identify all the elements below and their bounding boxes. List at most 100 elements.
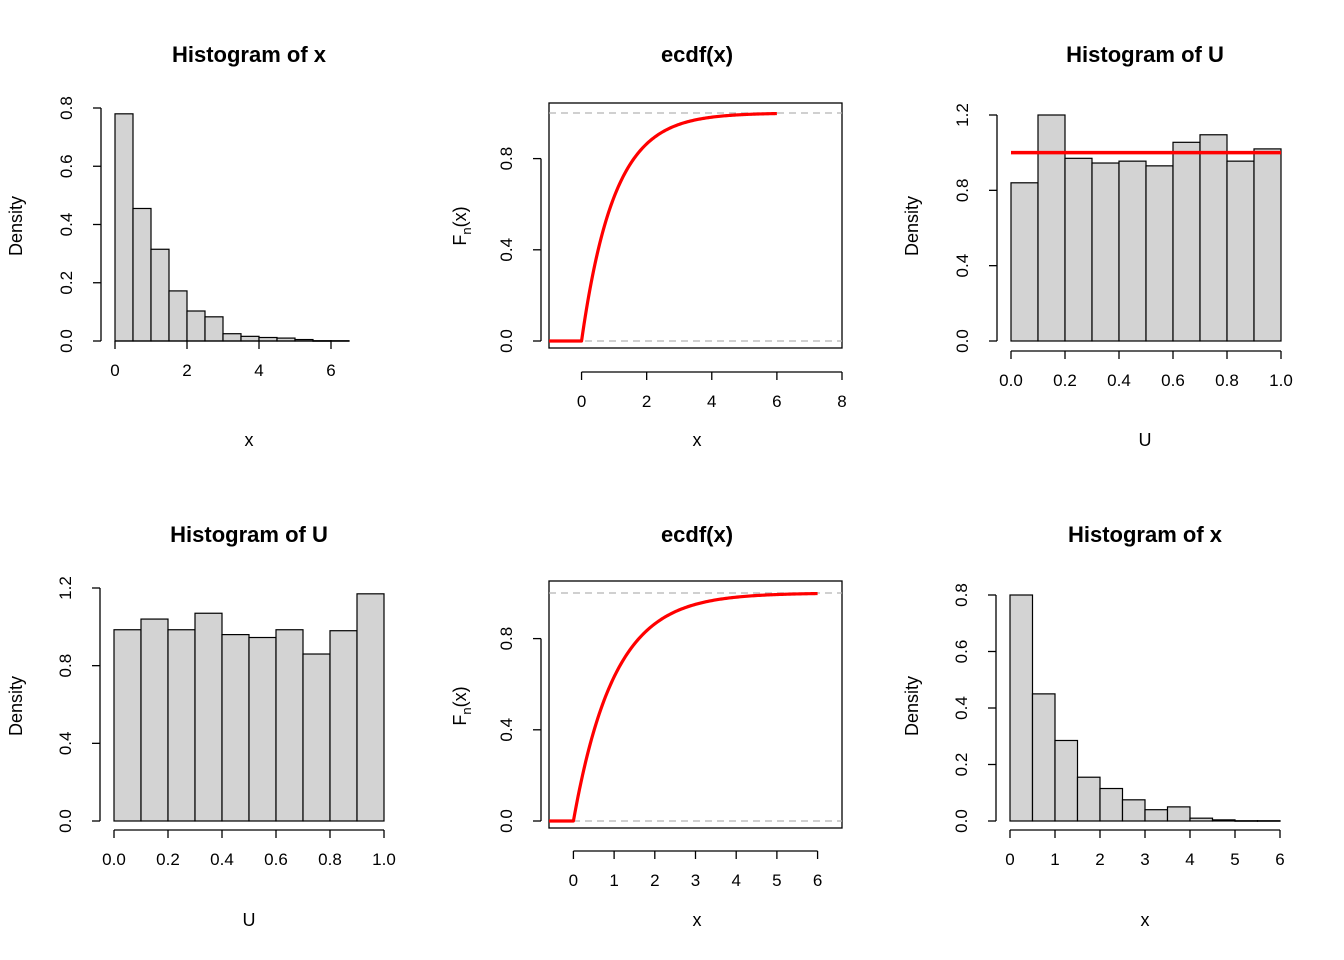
panel-ecdf-top: ecdf(x) x Fn(x) 0 2 4 6 8 0.0 0.4 0.8 [450,42,847,450]
histogram-bar [168,290,188,342]
x-axis: 0 1 2 3 4 5 6 [569,850,822,890]
x-tick-label: 4 [254,361,263,380]
histogram-bars [1010,114,1282,342]
histogram-bar [1091,162,1120,342]
y-tick-label: 0.0 [952,809,971,833]
y-tick-label: 0.2 [57,271,76,295]
x-axis: 0.0 0.2 0.4 0.6 0.8 1.0 [102,829,396,869]
histogram-bar [1118,160,1147,342]
x-tick-label: 0.0 [999,371,1023,390]
y-axis-label-main: F [450,715,470,726]
x-tick-label: 0.4 [1107,371,1131,390]
x-tick-label: 0 [569,871,578,890]
histogram-bar [150,248,170,342]
x-axis-label: x [693,430,702,450]
chart-title: ecdf(x) [661,522,733,547]
x-tick-label: 2 [182,361,191,380]
x-axis-label: U [1139,430,1152,450]
ecdf-curve [549,111,778,343]
plot-frame [548,580,843,829]
y-tick-label: 0.4 [953,254,972,278]
x-tick-label: 0.8 [318,850,342,869]
x-axis: 0 2 4 6 8 [577,371,847,411]
panel-histogram-u-top: Histogram of U U Density 0.0 0.2 0.4 0.6 0.8… [902,42,1293,450]
histogram-bar [1099,787,1124,822]
y-axis: 0.0 0.2 0.4 0.6 0.8 [952,583,997,833]
histogram-bar [222,333,242,342]
ecdf-marks [549,111,842,343]
x-tick-label: 0 [1005,850,1014,869]
histogram-bar [1253,148,1282,342]
y-axis-label-tail: (x) [450,206,470,227]
histogram-bar [1234,820,1259,822]
y-tick-label: 0.0 [497,809,516,833]
y-tick-label: 0.2 [952,753,971,777]
y-axis-label: Fn(x) [450,206,474,245]
y-axis: 0.0 0.2 0.4 0.6 0.8 [57,96,102,353]
histogram-bar [1031,693,1056,822]
x-tick-label: 6 [813,871,822,890]
histogram-bar [194,612,223,822]
x-tick-label: 8 [837,392,846,411]
y-axis-label-main: F [450,235,470,246]
y-axis: 0.0 0.4 0.8 1.2 [953,103,998,353]
x-axis-label: x [245,430,254,450]
y-tick-label: 0.4 [952,696,971,720]
chart-title: Histogram of x [172,42,327,67]
y-tick-label: 0.8 [56,654,75,678]
histogram-bar [356,593,385,822]
x-tick-label: 6 [1275,850,1284,869]
plot-frame [548,102,843,349]
x-axis: 0.0 0.2 0.4 0.6 0.8 1.0 [999,350,1293,390]
y-axis-label: Fn(x) [450,686,474,725]
ecdf-marks [549,591,842,823]
x-tick-label: 3 [1140,850,1149,869]
y-tick-label: 0.6 [57,154,76,178]
histogram-bar [1121,799,1146,822]
y-axis-label-subscript: n [459,227,474,234]
x-tick-label: 4 [707,392,716,411]
histogram-bar [275,629,304,822]
histogram-bar [1172,141,1201,342]
histogram-bar [248,636,277,822]
histogram-bar [1037,114,1066,342]
y-axis-label-tail: (x) [450,686,470,707]
x-tick-label: 0 [577,392,586,411]
x-tick-label: 1.0 [1269,371,1293,390]
x-tick-label: 0.2 [156,850,180,869]
y-tick-label: 0.6 [952,640,971,664]
x-tick-label: 3 [691,871,700,890]
histogram-bars [1009,594,1281,822]
y-tick-label: 0.8 [952,583,971,607]
histogram-bars [113,593,385,822]
x-tick-label: 6 [772,392,781,411]
histogram-bar [1064,157,1093,342]
x-tick-label: 1.0 [372,850,396,869]
x-tick-label: 4 [731,871,740,890]
chart-title: Histogram of U [170,522,328,547]
y-tick-label: 0.8 [497,147,516,171]
x-tick-label: 2 [642,392,651,411]
x-axis-label: U [243,910,256,930]
histogram-bar [329,630,358,822]
y-tick-label: 0.8 [57,96,76,120]
chart-title: Histogram of U [1066,42,1224,67]
histogram-bar [1226,160,1255,342]
y-tick-label: 1.2 [56,576,75,600]
y-tick-label: 1.2 [953,103,972,127]
chart-title: ecdf(x) [661,42,733,67]
y-axis: 0.0 0.4 0.8 1.2 [56,576,101,833]
histogram-bar [1199,134,1228,342]
histogram-bar [140,618,169,822]
y-axis: 0.0 0.4 0.8 [497,627,542,833]
histogram-bar [1189,817,1214,822]
y-tick-label: 0.8 [497,627,516,651]
x-tick-label: 6 [326,361,335,380]
y-axis-label: Density [6,196,26,256]
y-tick-label: 0.0 [953,329,972,353]
histogram-bar [1054,739,1079,822]
histogram-bar [1166,806,1191,822]
x-axis: 0 2 4 6 [110,340,336,380]
